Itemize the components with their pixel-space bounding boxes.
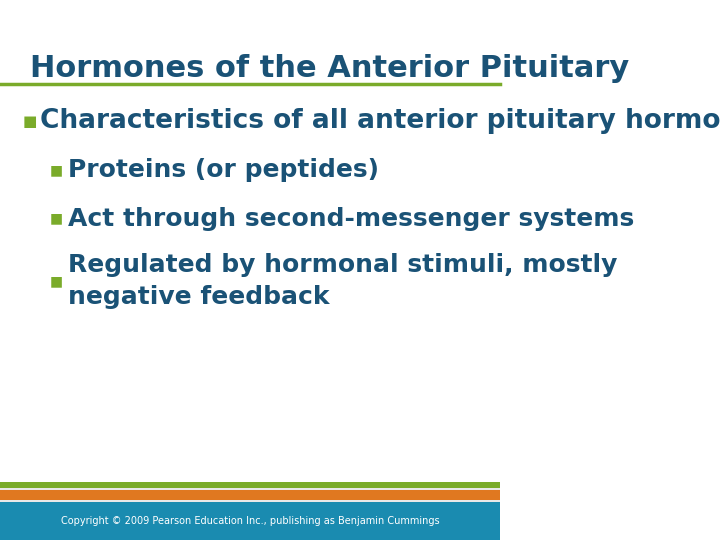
Text: Copyright © 2009 Pearson Education Inc., publishing as Benjamin Cummings: Copyright © 2009 Pearson Education Inc.,…	[61, 516, 439, 526]
Text: Proteins (or peptides): Proteins (or peptides)	[68, 158, 379, 182]
Bar	[0, 490, 500, 500]
Bar	[0, 502, 500, 540]
Text: ■: ■	[50, 163, 63, 177]
Bar	[0, 488, 500, 490]
Text: Act through second-messenger systems: Act through second-messenger systems	[68, 207, 634, 231]
Text: ■: ■	[50, 212, 63, 226]
Text: Hormones of the Anterior Pituitary: Hormones of the Anterior Pituitary	[30, 54, 629, 83]
Bar	[0, 500, 500, 502]
Bar	[0, 482, 500, 488]
Text: ■: ■	[22, 114, 37, 129]
Text: ■: ■	[50, 274, 63, 288]
Text: Regulated by hormonal stimuli, mostly
negative feedback: Regulated by hormonal stimuli, mostly ne…	[68, 253, 617, 308]
Text: Characteristics of all anterior pituitary hormones: Characteristics of all anterior pituitar…	[40, 109, 720, 134]
